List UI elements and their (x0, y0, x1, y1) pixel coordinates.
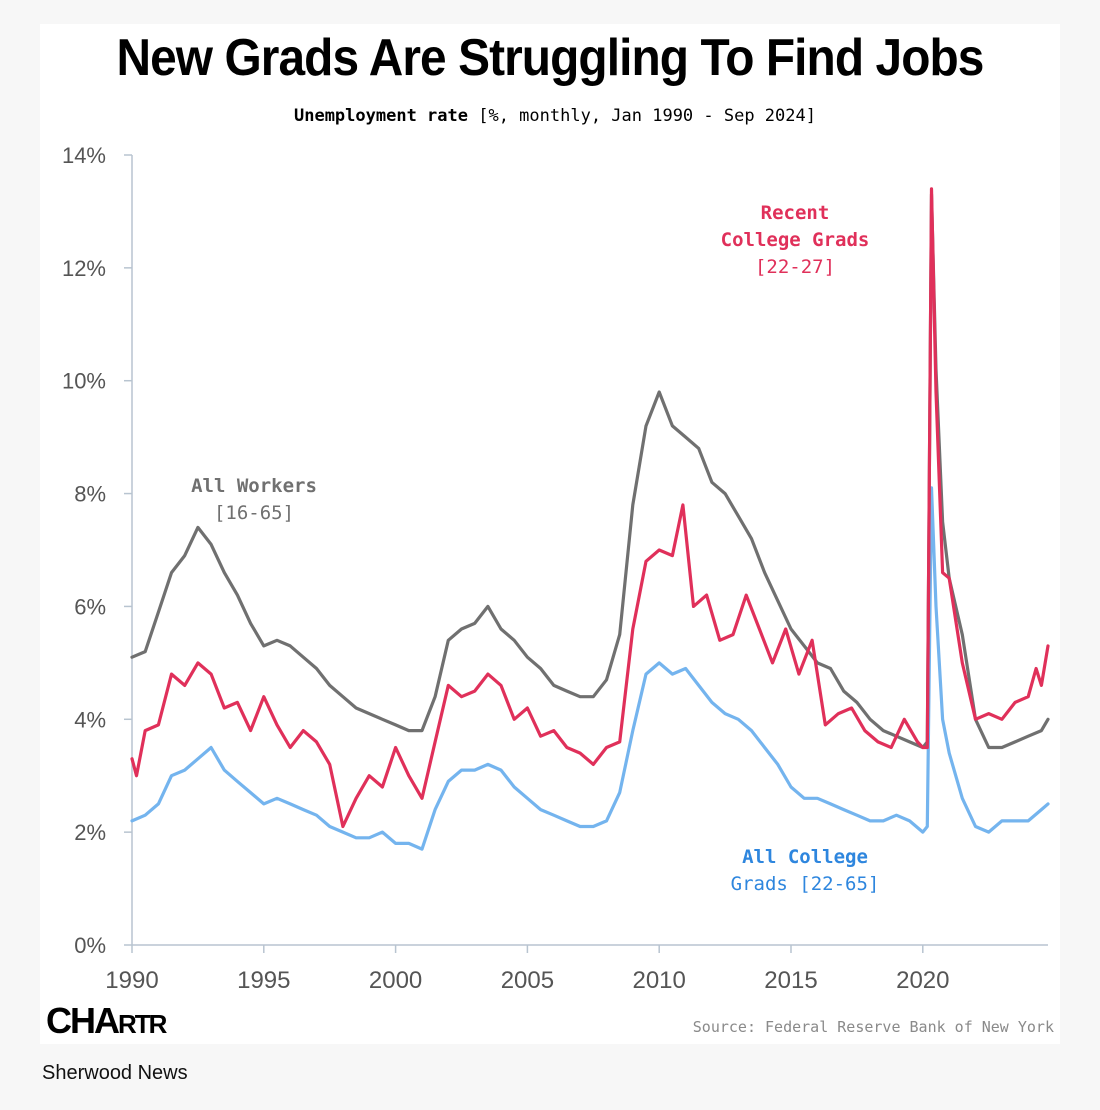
source-note: Source: Federal Reserve Bank of New York (692, 1018, 1054, 1036)
x-tick-label: 2005 (501, 967, 554, 994)
x-tick-label: 1990 (105, 967, 158, 994)
y-tick-label: 0% (74, 933, 106, 958)
college-grads-line (130, 486, 1050, 851)
x-tick-label: 2015 (764, 967, 817, 994)
y-tick-label: 4% (74, 707, 106, 732)
all-workers-line (130, 192, 1050, 750)
y-tick-label: 6% (74, 594, 106, 619)
y-tick-label: 10% (62, 369, 106, 394)
recent-grads-line (130, 187, 1050, 829)
line-chart: 0% 2% 4% 6% 8% 10% 12% 14% 1990 1995 2000 2005 2010 2… (62, 143, 1050, 994)
recent-grads-label: [22-27] (755, 256, 835, 278)
all-workers-label: All Workers (191, 475, 317, 497)
x-tick-label: 1995 (237, 967, 290, 994)
y-tick-label: 2% (74, 820, 106, 845)
publisher-name: Sherwood News (42, 1062, 188, 1084)
college-grads-label: Grads [22-65] (731, 873, 880, 895)
y-tick-label: 8% (74, 482, 106, 507)
chart-card (40, 24, 1060, 1044)
subtitle-units: [%, monthly, Jan 1990 - Sep 2024] (478, 106, 816, 126)
y-tick-label: 12% (62, 256, 106, 281)
x-tick-label: 2020 (896, 967, 949, 994)
x-tick-label: 2010 (632, 967, 685, 994)
recent-grads-label: Recent (761, 202, 830, 224)
x-tick-label: 2000 (369, 967, 422, 994)
y-tick-label: 14% (62, 143, 106, 168)
chart-subtitle: Unemployment rate [%, monthly, Jan 1990 … (0, 106, 1100, 126)
chart-title: New Grads Are Struggling To Find Jobs (116, 29, 984, 87)
subtitle-measure: Unemployment rate (293, 106, 468, 126)
all-workers-label: [16-65] (214, 502, 294, 524)
college-grads-label: All College (742, 846, 868, 868)
recent-grads-label: College Grads (721, 229, 870, 251)
chartr-logo: CHARTR (46, 1000, 167, 1041)
